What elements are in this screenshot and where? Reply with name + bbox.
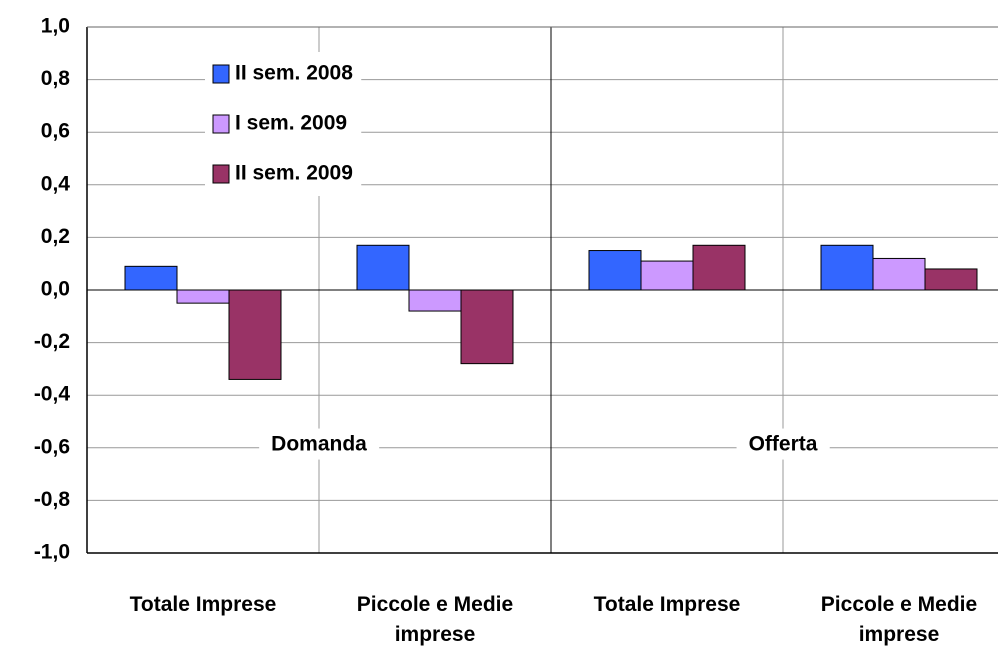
y-tick-label: 0,2 <box>41 225 70 248</box>
y-tick-label: -0,8 <box>34 488 71 511</box>
bar <box>124 265 178 291</box>
bar <box>872 257 926 291</box>
bar <box>408 289 462 312</box>
y-tick-label: 1,0 <box>41 15 70 38</box>
annotation-background <box>259 428 380 460</box>
x-tick-label: Totale Imprese <box>593 593 741 616</box>
legend-swatch <box>212 64 230 84</box>
legend-background <box>205 52 362 196</box>
bar <box>228 289 282 380</box>
bar <box>692 244 746 291</box>
x-tick-label: Totale Imprese <box>129 593 277 616</box>
x-tick-label: Piccole e Medie imprese <box>356 593 514 646</box>
y-tick-label: -0,4 <box>34 383 71 406</box>
bar <box>176 289 230 304</box>
legend-label: II sem. 2008 <box>235 62 353 85</box>
y-tick-label: 0,4 <box>41 172 71 195</box>
annotation-background <box>736 428 830 460</box>
y-tick-label: 0,0 <box>41 278 70 301</box>
y-tick-label: -1,0 <box>34 541 70 564</box>
bar <box>588 250 642 291</box>
bar <box>640 260 694 291</box>
annotation: Offerta <box>749 433 818 456</box>
y-tick-label: -0,2 <box>34 330 70 353</box>
legend-swatch <box>212 164 230 184</box>
bar <box>924 268 978 291</box>
bar <box>356 244 410 291</box>
x-tick-label: Piccole e Medie imprese <box>820 593 978 646</box>
bar <box>460 289 514 365</box>
legend-swatch <box>212 114 230 134</box>
annotation: Domanda <box>271 433 367 456</box>
legend-label: II sem. 2009 <box>235 162 353 185</box>
y-tick-label: 0,8 <box>41 67 71 90</box>
legend-label: I sem. 2009 <box>235 112 347 135</box>
y-tick-label: 0,6 <box>41 120 70 143</box>
bar <box>820 244 874 291</box>
y-tick-label: -0,6 <box>34 435 70 458</box>
